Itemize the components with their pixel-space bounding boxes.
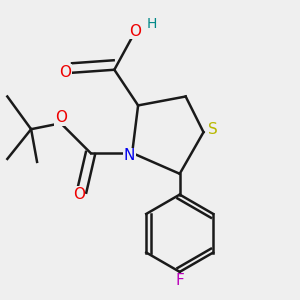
- Text: O: O: [73, 187, 85, 202]
- Text: N: N: [124, 148, 135, 164]
- Text: S: S: [208, 122, 217, 137]
- Text: F: F: [175, 273, 184, 288]
- Text: O: O: [59, 65, 71, 80]
- Text: O: O: [55, 110, 67, 125]
- Text: H: H: [146, 17, 157, 31]
- Text: O: O: [129, 24, 141, 39]
